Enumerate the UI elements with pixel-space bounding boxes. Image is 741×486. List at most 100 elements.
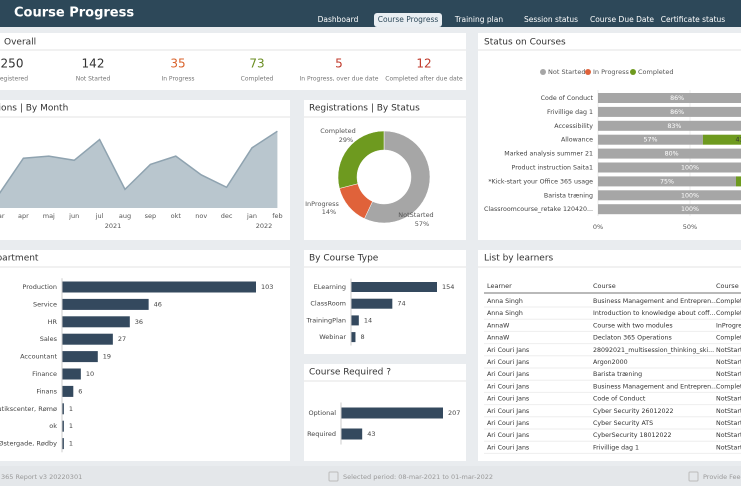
x-tick-label: maj xyxy=(43,212,55,220)
table-cell: Ari Couri Jans xyxy=(487,432,529,439)
bar-segment xyxy=(598,204,741,215)
table-cell: Ari Couri Jans xyxy=(487,396,529,403)
y-tick-label: Barista træning xyxy=(544,192,593,199)
bar-segment xyxy=(598,176,736,187)
kpi-label: Completed xyxy=(241,76,274,83)
bar-value: 103 xyxy=(261,283,273,291)
nav-tab[interactable]: Dashboard xyxy=(318,15,359,24)
bar-value: 10 xyxy=(86,370,94,378)
panel-title: Registrations | By Status xyxy=(309,104,420,114)
table-cell: Business Management and Entrepren... xyxy=(593,383,717,390)
y-tick-label: Østergade, Rødby xyxy=(0,440,57,448)
area-fill xyxy=(0,131,278,208)
bar-value: 46 xyxy=(154,300,162,308)
feedback-icon xyxy=(688,471,699,482)
y-tick-label: Code of Conduct xyxy=(541,95,594,102)
table-cell: Introduction to knowledge about coff... xyxy=(593,310,715,317)
bar-value: 1 xyxy=(69,422,73,430)
nav-tab[interactable]: Course Due Date xyxy=(590,15,654,24)
y-tick-label: TrainingPlan xyxy=(306,316,346,324)
bar xyxy=(62,368,81,380)
y-tick-label: Allowance xyxy=(561,137,593,144)
bar xyxy=(351,332,356,343)
bar-value: 100% xyxy=(681,192,699,199)
y-tick-label: *Kick-start your Office 365 usage xyxy=(488,178,593,185)
column-header: Course status xyxy=(716,282,741,290)
table-cell: NotStarted xyxy=(716,432,741,439)
legend-label: In Progress xyxy=(593,68,629,76)
table-cell: CyberSecurity 18012022 xyxy=(593,432,672,439)
bar xyxy=(62,333,113,345)
bar xyxy=(62,316,130,328)
kpi-value: 35 xyxy=(170,57,185,71)
table-cell: Course with two modules xyxy=(593,322,673,329)
kpi-label: Not Started xyxy=(76,76,111,83)
x-tick-label: feb xyxy=(272,212,282,220)
period-icon xyxy=(328,471,339,482)
slice-value: 14% xyxy=(322,208,336,216)
y-tick-label: Marked analysis summer 21 xyxy=(504,151,593,158)
legend-swatch xyxy=(540,69,546,75)
kpi-value: 142 xyxy=(82,57,105,71)
x-tick-label: jun xyxy=(68,212,79,220)
table-cell: Completed xyxy=(716,298,741,305)
panel-title: Status on Courses xyxy=(484,38,566,48)
legend-swatch xyxy=(630,69,636,75)
footer-feedback[interactable]: Provide Feedback xyxy=(703,473,741,481)
column-header: Learner xyxy=(487,282,512,290)
table-cell: Anna Singh xyxy=(487,310,523,317)
table-cell: NotStarted xyxy=(716,444,741,451)
bar xyxy=(62,351,98,363)
kpi-value: 5 xyxy=(335,57,343,71)
bar xyxy=(62,438,64,450)
table-cell: Barista træning xyxy=(593,371,642,378)
nav-tab[interactable]: Training plan xyxy=(454,15,503,24)
slice-label: InProgress xyxy=(305,200,339,208)
bar-value: 27 xyxy=(118,335,126,343)
table-cell: NotStarted xyxy=(716,396,741,403)
table-cell: NotStarted xyxy=(716,408,741,415)
bar-value: 1 xyxy=(69,440,73,448)
nav-tab[interactable]: Course Progress xyxy=(378,15,439,24)
bar-segment xyxy=(598,190,741,201)
year-label: 2022 xyxy=(256,222,273,230)
bar-segment xyxy=(598,148,741,159)
bar xyxy=(351,298,393,309)
bar-value: 100% xyxy=(681,165,699,172)
bar-value: 14 xyxy=(364,316,372,324)
nav-tab[interactable]: Session status xyxy=(524,15,578,24)
footer-period: Selected period: 08-mar-2021 to 01-mar-2… xyxy=(343,473,493,481)
active-tab-bg xyxy=(374,13,442,27)
y-tick-label: HR xyxy=(48,318,58,326)
bar-value: 83% xyxy=(667,123,681,130)
bar-segment xyxy=(736,176,741,187)
bar-value: 207 xyxy=(448,409,460,417)
app-title: Course Progress xyxy=(14,6,134,21)
bar-segment xyxy=(598,93,741,103)
table-cell: Ari Couri Jans xyxy=(487,359,529,366)
y-tick-label: ClassRoom xyxy=(310,300,346,308)
table-cell: Cyber Security 26012022 xyxy=(593,408,674,415)
overall-panel xyxy=(0,33,466,90)
table-cell: Code of Conduct xyxy=(593,396,646,403)
legend-label: Completed xyxy=(638,68,673,76)
y-tick-label: Accountant xyxy=(20,353,57,361)
table-cell: Argon2000 xyxy=(593,359,628,366)
bar-value: 36 xyxy=(135,318,143,326)
slice-value: 57% xyxy=(415,220,429,228)
bar-value: 1 xyxy=(69,405,73,413)
footer-bar xyxy=(0,466,741,486)
table-cell: Ari Couri Jans xyxy=(487,408,529,415)
table-cell: Completed xyxy=(716,310,741,317)
x-tick-label: sep xyxy=(145,212,157,220)
y-tick-label: Production xyxy=(22,283,57,291)
table-cell: Declaton 365 Operations xyxy=(593,335,672,342)
table-cell: AnnaW xyxy=(487,335,510,342)
y-tick-label: Sales xyxy=(40,335,58,343)
bar-value: 100% xyxy=(681,206,699,213)
table-cell: Ari Couri Jans xyxy=(487,347,529,354)
y-tick-label: ELearning xyxy=(314,283,346,291)
nav-tab[interactable]: Certificate status xyxy=(661,15,725,24)
bar-segment xyxy=(598,120,741,131)
